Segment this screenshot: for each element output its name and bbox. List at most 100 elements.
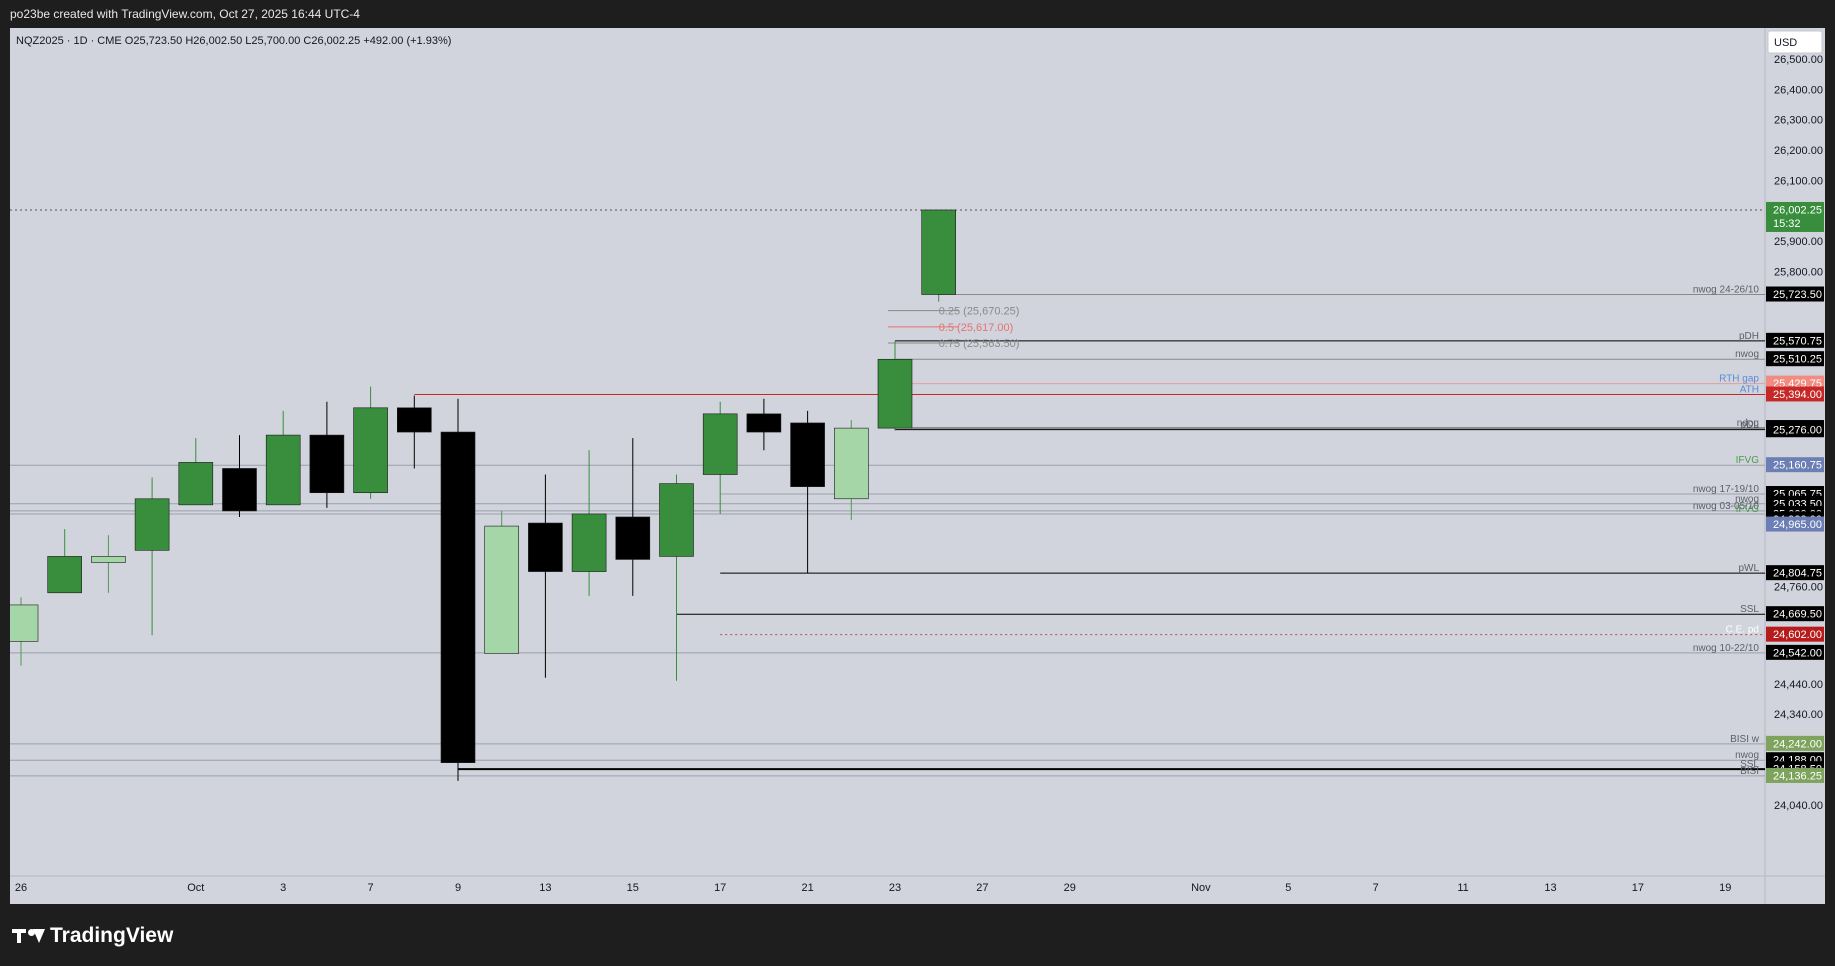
price-tag-label: 24,602.00 [1773,629,1822,641]
candle-body [265,434,301,506]
y-tick-label: 26,300.00 [1774,115,1823,127]
price-tag [1766,422,1824,438]
price-tag [1766,201,1824,232]
candle-body [178,462,214,506]
level-label: pDH [1739,331,1759,342]
y-tick-label: 26,200.00 [1774,145,1823,157]
price-tag [1766,386,1824,402]
price-tag-label: 25,276.00 [1773,425,1822,437]
price-tag-label: 25,723.50 [1773,289,1822,301]
x-tick-label: 29 [1064,882,1076,894]
price-tag-label: 25,394.00 [1773,389,1822,401]
y-tick-label: 24,040.00 [1774,800,1823,812]
level-label: pWL [1738,563,1759,574]
candle-body [440,431,476,763]
y-tick-label: 24,340.00 [1774,709,1823,721]
price-tag [1766,286,1824,302]
price-tag-timer: 15:32 [1773,218,1801,230]
level-label: IFVG [1736,504,1760,515]
price-tag [1766,351,1824,367]
level-label: ndog [1737,418,1759,429]
candle-body [91,556,126,563]
level-label: SSL [1740,604,1759,615]
price-tag [1766,606,1824,622]
candle-body [484,525,520,654]
fib-label: 0.5 (25,617.00) [939,322,1014,334]
price-tag-label: 25,160.75 [1773,460,1822,472]
price-tag [1766,457,1824,473]
level-label: BISI w [1730,734,1760,745]
level-label: nwog 03-05/10 [1693,501,1760,512]
price-tag-label: 25,510.25 [1773,354,1822,366]
x-tick-label: 19 [1719,882,1731,894]
level-label: nwog [1735,750,1759,761]
level-label: pDL [1741,420,1760,431]
level-label: IFVG [1736,455,1760,466]
level-label: nwog [1735,349,1759,360]
candle-body [615,516,651,560]
x-tick-label: 26 [15,882,27,894]
price-tag-label: 26,002.25 [1773,204,1822,216]
x-tick-label: 27 [976,882,988,894]
y-tick-label: 24,760.00 [1774,582,1823,594]
y-tick-label: 24,440.00 [1774,679,1823,691]
symbol-info: NQZ2025 · 1D · CME O25,723.50 H26,002.50… [16,35,451,47]
candle-body [528,522,563,572]
x-tick-label: 9 [455,882,461,894]
price-tag-label: 24,804.75 [1773,568,1822,580]
level-label: RTH gap [1719,374,1759,385]
candle-body [921,209,957,295]
candle-body [833,427,869,500]
currency-button [1767,30,1823,54]
level-label: BISI [1740,766,1759,777]
x-tick-label: 3 [280,882,286,894]
candle-body [309,434,345,494]
candle-body [47,556,83,594]
candle-body [3,604,39,642]
x-tick-label: 13 [1544,882,1556,894]
candle-body [790,422,825,487]
candle-body [396,407,432,433]
chart-frame[interactable]: USD 26,500.00 26,400.00 26,300.00 26,200.00 2… [3,28,1825,904]
footer-bar: TradingView [0,904,1835,966]
x-tick-label: 23 [889,882,901,894]
level-label: nwog 17-19/10 [1693,484,1760,495]
candle-body [659,483,694,557]
x-tick-label: 13 [539,882,551,894]
price-tag [1766,565,1824,581]
fib-label: 0.75 (25,563.50) [939,338,1020,350]
level-label: C.E. pd [1726,625,1759,636]
price-tag-label: 24,542.00 [1773,647,1822,659]
level-label: nwog [1735,494,1759,505]
candle-body [702,413,738,475]
candle-body [353,407,388,494]
y-tick-label: 25,900.00 [1774,236,1823,248]
tradingview-logo-icon [12,927,46,945]
x-tick-label: 15 [627,882,639,894]
plot-area [10,28,1765,876]
x-tick-label: 11 [1457,882,1468,894]
price-tag [1766,516,1824,532]
price-chart[interactable]: USD 26,500.00 26,400.00 26,300.00 26,200.00 2… [3,28,1825,904]
candle-body [877,358,913,429]
candle-body [222,468,257,512]
candle-body [134,498,170,551]
price-tag-label: 24,242.00 [1773,738,1822,750]
candle-body [746,413,782,433]
level-label: nwog 10-22/10 [1693,643,1760,654]
x-tick-label: 7 [1373,882,1379,894]
candle-body [571,513,607,572]
y-tick-label: 26,100.00 [1774,175,1823,187]
y-tick-label: 25,800.00 [1774,266,1823,278]
price-tag-label: 24,965.00 [1773,519,1822,531]
chart-credit: po23be created with TradingView.com, Oct… [10,7,360,21]
level-label: nwog 24-26/10 [1693,285,1760,296]
price-tag [1766,767,1824,783]
currency-label: USD [1774,37,1797,49]
price-tag [1766,332,1824,348]
tradingview-logo[interactable]: TradingView [12,924,173,948]
y-tick-label: 26,400.00 [1774,84,1823,96]
x-tick-label: 5 [1285,882,1291,894]
level-label: ATH [1740,384,1759,395]
x-tick-label: 17 [714,882,726,894]
